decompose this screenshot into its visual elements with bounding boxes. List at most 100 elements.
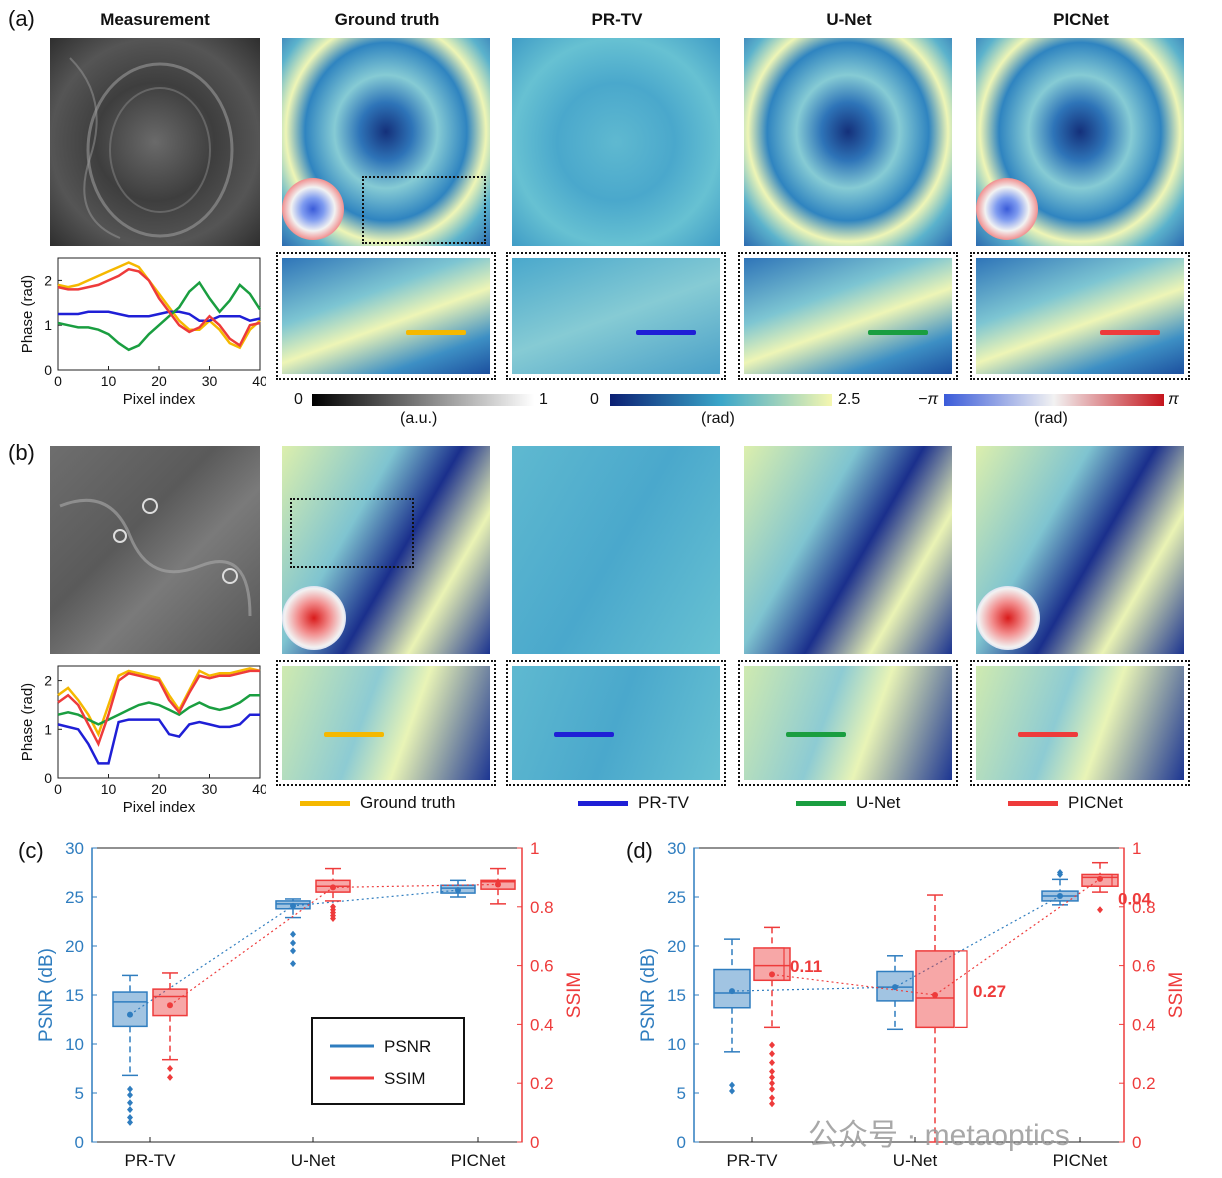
outlier-marker: [1097, 906, 1103, 914]
zoom-ground-truth-a: [276, 252, 496, 380]
gray-cbar-unit: (a.u.): [400, 410, 438, 427]
box-ssim-u-net: [915, 894, 955, 1143]
x-tick-label: U-Net: [291, 1151, 336, 1170]
ground-truth-image-a: [282, 38, 490, 246]
legend-label-picnet: PICNet: [1068, 793, 1123, 812]
x-tick-label: 10: [101, 781, 117, 797]
line-legend: Ground truth PR-TV U-Net PICNet: [300, 793, 1200, 817]
series-line-u-net: [57, 280, 262, 352]
left-tick-label: 30: [667, 839, 686, 858]
x-tick-label: U-Net: [893, 1151, 938, 1170]
box-psnr-picnet: [1041, 869, 1079, 906]
right-tick-label: 0.8: [530, 898, 554, 917]
box-psnr-pr-tv: [112, 974, 148, 1126]
x-tick-label: 0: [54, 373, 62, 389]
mean-trend-ssim: [169, 883, 499, 1006]
col-title-ground-truth: Ground truth: [334, 10, 440, 29]
x-tick-label: 40: [252, 373, 266, 389]
left-tick-label: 0: [75, 1133, 84, 1152]
mean-marker: [932, 992, 938, 998]
profile-chart-a: 0 10 20 30 40 0 1 2 Pixel index Phase (rad): [19, 257, 266, 408]
prtv-image-b: [512, 446, 720, 654]
outlier-marker: [167, 1065, 173, 1072]
box-psnr-u-net: [275, 898, 311, 968]
right-tick-label: 0.2: [530, 1074, 554, 1093]
x-tick-label: PR-TV: [125, 1151, 177, 1170]
box-psnr-pr-tv: [713, 938, 751, 1095]
box-ssim-pr-tv: [152, 972, 188, 1081]
col-title-unet: U-Net: [826, 10, 872, 29]
right-tick-label: 1: [530, 839, 539, 858]
left-tick-label: 20: [667, 937, 686, 956]
watermark-text: 公众号 · metaoptics: [808, 1119, 1070, 1152]
left-tick-label: 10: [65, 1035, 84, 1054]
phase-cbar-unit: (rad): [701, 410, 735, 427]
pupil-cbar-unit: (rad): [1034, 410, 1068, 427]
ground-truth-image-b: [282, 446, 490, 654]
zoom-unet-b: [738, 660, 958, 786]
profile-line-picnet: [1018, 732, 1078, 737]
outlier-marker: [127, 1099, 133, 1107]
pupil-amplitude-inset-icon: [282, 586, 346, 650]
pupil-cbar-min: −π: [918, 391, 939, 408]
x-tick-label: 10: [101, 373, 117, 389]
x-tick-label: PR-TV: [727, 1151, 779, 1170]
outlier-marker: [769, 1079, 775, 1087]
mean-marker: [729, 988, 735, 995]
y-tick-label: 0: [44, 362, 52, 378]
outlier-marker: [769, 1067, 775, 1075]
col-title-picnet: PICNet: [1053, 10, 1109, 29]
outlier-marker: [330, 903, 336, 911]
picnet-image-b: [976, 446, 1184, 654]
iqr-bracket: [772, 947, 785, 981]
zoom-prtv-a: [506, 252, 726, 380]
zoom-prtv-b: [506, 660, 726, 786]
x-tick-label: 40: [252, 781, 266, 797]
legend-label-unet: U-Net: [856, 793, 901, 812]
outlier-marker: [769, 1073, 775, 1081]
left-tick-label: 15: [65, 986, 84, 1005]
iqr-annotation: 0.27: [973, 982, 1006, 1001]
picnet-image-a: [976, 38, 1184, 246]
zoom-ground-truth-b: [276, 660, 496, 786]
legend-label-ssim: SSIM: [384, 1069, 426, 1088]
series-line-picnet: [57, 669, 260, 748]
panel-label-a: (a): [8, 6, 35, 31]
outlier-marker: [769, 1041, 775, 1049]
box-psnr-u-net: [876, 955, 914, 1031]
left-tick-label: 15: [667, 986, 686, 1005]
panel-label-d: (d): [626, 838, 653, 863]
box-body: [915, 950, 955, 1029]
left-tick-label: 10: [667, 1035, 686, 1054]
x-tick-label: 0: [54, 781, 62, 797]
left-axis-label: PSNR (dB): [36, 948, 57, 1042]
iqr-bracket: [955, 950, 968, 1028]
outlier-marker: [290, 930, 296, 938]
outlier-marker: [769, 1094, 775, 1102]
left-tick-label: 5: [677, 1084, 686, 1103]
panel-label-c: (c): [18, 838, 44, 863]
outlier-marker: [769, 1100, 775, 1108]
x-tick-label: 20: [151, 373, 167, 389]
legend-swatch-prtv: [578, 801, 628, 806]
pupil-amplitude-inset-icon: [976, 586, 1040, 650]
box-psnr-picnet: [440, 879, 476, 898]
box-ssim-picnet: [480, 867, 516, 905]
zoom-unet-a: [738, 252, 958, 380]
unet-image-a: [744, 38, 952, 246]
phase-cbar-max: 2.5: [838, 391, 861, 408]
right-tick-label: 1: [1132, 839, 1141, 858]
profile-line-ground-truth: [406, 330, 466, 335]
left-tick-label: 30: [65, 839, 84, 858]
legend-swatch-picnet: [1008, 801, 1058, 806]
y-tick-label: 2: [44, 673, 52, 689]
legend-label-psnr: PSNR: [384, 1037, 431, 1056]
phase-cbar-min: 0: [590, 391, 599, 408]
y-axis-label: Phase (rad): [19, 275, 36, 353]
right-tick-label: 0: [1132, 1133, 1141, 1152]
outlier-marker: [769, 1059, 775, 1067]
mean-trend-psnr: [129, 889, 459, 1016]
zoom-picnet-a: [970, 252, 1190, 380]
box-body: [112, 991, 148, 1028]
series-line-ground-truth: [57, 261, 261, 350]
